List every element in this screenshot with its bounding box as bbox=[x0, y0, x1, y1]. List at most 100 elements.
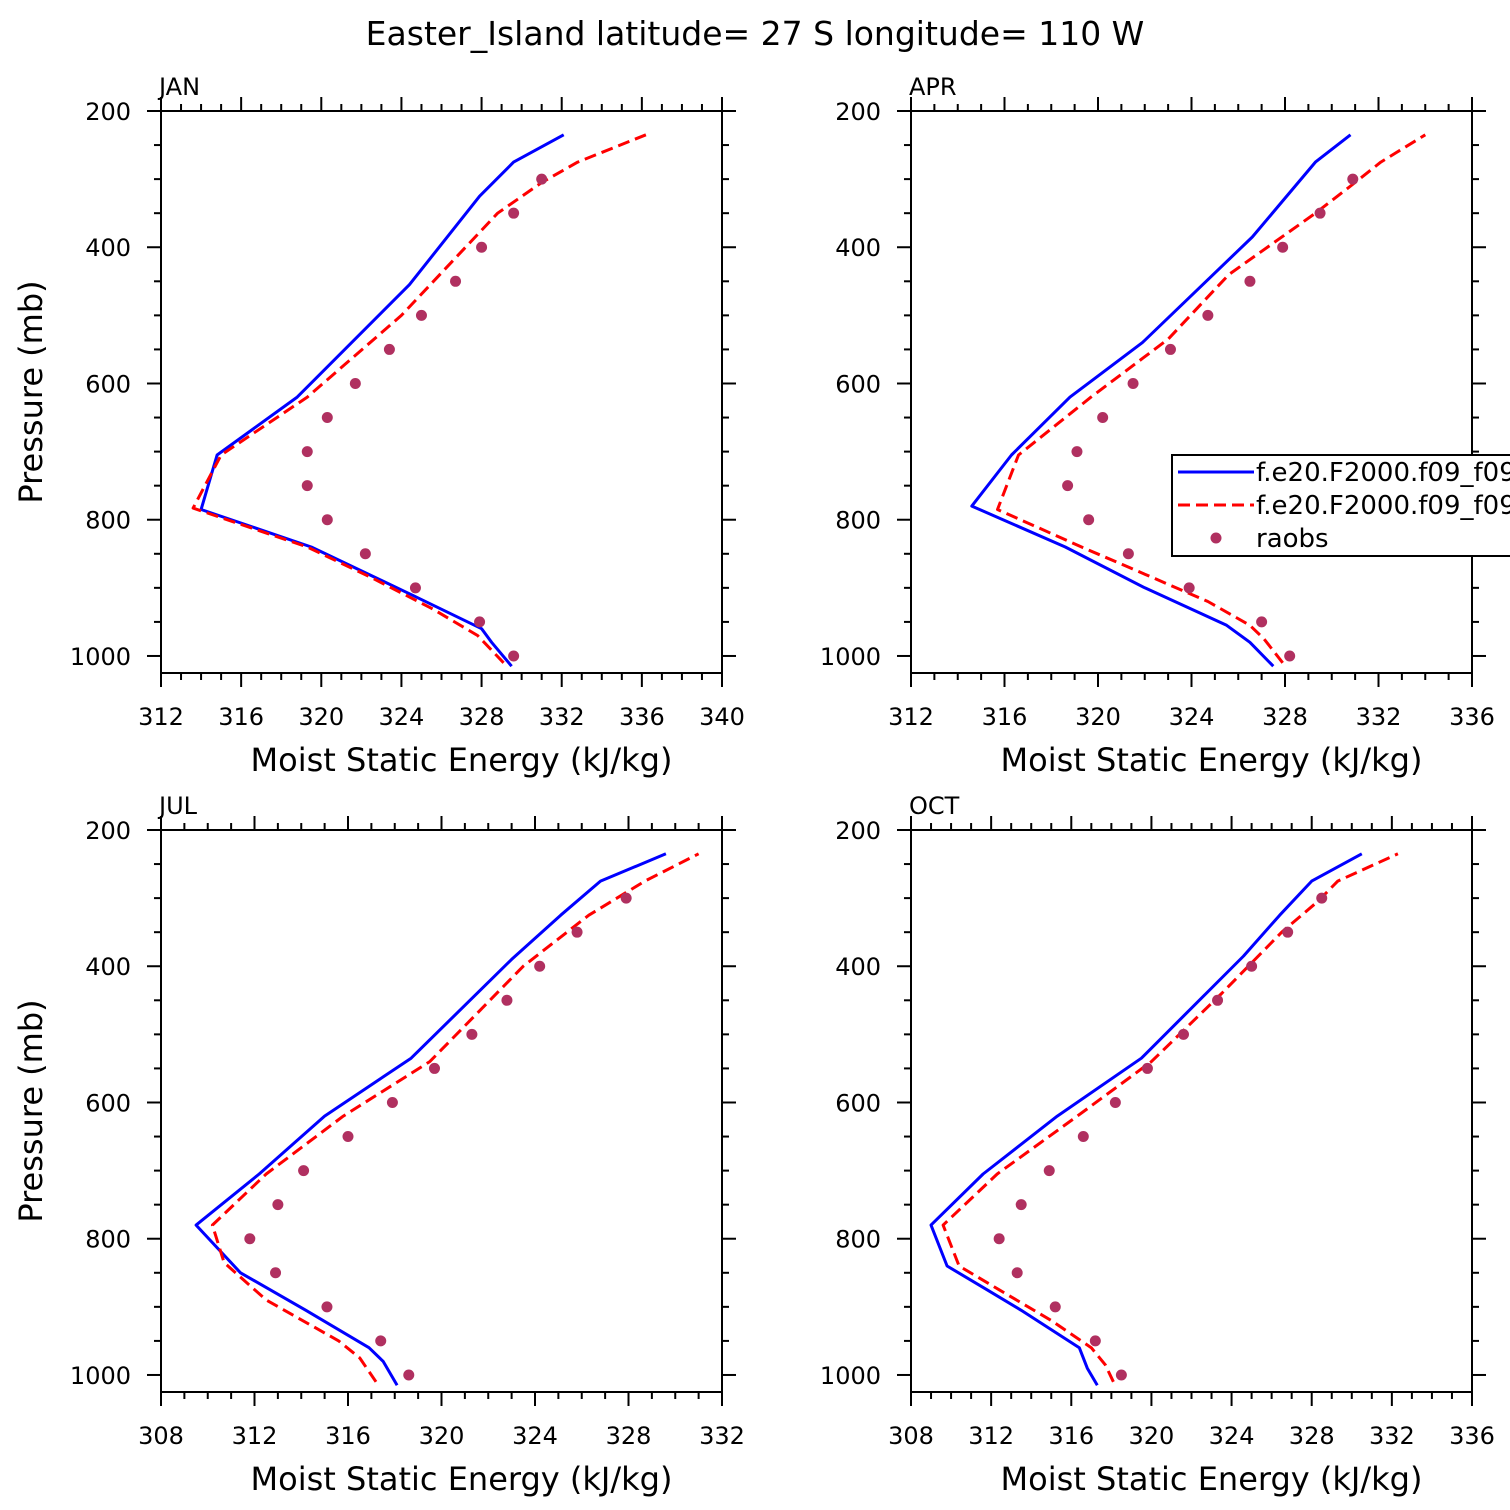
raobs-point bbox=[1011, 1267, 1023, 1279]
x-tick-label: 312 bbox=[888, 703, 934, 731]
raobs-point bbox=[375, 1335, 387, 1347]
y-tick-label: 800 bbox=[835, 1226, 881, 1254]
series-line-model-1 bbox=[970, 133, 1352, 668]
series-line-model-1 bbox=[199, 133, 565, 668]
raobs-point bbox=[428, 1062, 440, 1074]
series-group bbox=[970, 133, 1427, 668]
raobs-point bbox=[1183, 582, 1195, 594]
series-line-model-2 bbox=[996, 133, 1427, 664]
x-tick-label: 316 bbox=[325, 1422, 371, 1450]
raobs-point bbox=[1244, 275, 1256, 287]
raobs-point bbox=[508, 650, 520, 662]
raobs-point bbox=[415, 309, 427, 321]
x-tick-label: 328 bbox=[1289, 1422, 1335, 1450]
x-tick-label: 332 bbox=[699, 1422, 745, 1450]
raobs-point bbox=[386, 1096, 398, 1108]
y-tick-label: 1000 bbox=[820, 643, 881, 671]
raobs-point bbox=[1083, 514, 1095, 526]
raobs-point bbox=[476, 241, 488, 253]
x-axis-label: Moist Static Energy (kJ/kg) bbox=[251, 1460, 673, 1498]
x-tick-label: 312 bbox=[138, 703, 184, 731]
figure-title: Easter_Island latitude= 27 S longitude= … bbox=[366, 14, 1145, 53]
x-tick-label: 324 bbox=[379, 703, 425, 731]
raobs-point bbox=[403, 1369, 415, 1381]
raobs-point bbox=[1015, 1199, 1027, 1211]
raobs-point bbox=[272, 1199, 284, 1211]
y-tick-label: 800 bbox=[85, 507, 131, 535]
series-line-model-2 bbox=[941, 852, 1399, 1383]
raobs-point bbox=[359, 548, 371, 560]
panel-title: OCT bbox=[909, 792, 960, 820]
plot-frame bbox=[910, 829, 1473, 1393]
x-axis-label: Moist Static Energy (kJ/kg) bbox=[1001, 741, 1423, 779]
raobs-point bbox=[620, 892, 632, 904]
raobs-point bbox=[534, 960, 546, 972]
series-line-model-1 bbox=[929, 852, 1363, 1386]
x-tick-label: 308 bbox=[138, 1422, 184, 1450]
legend-label: raobs bbox=[1256, 524, 1329, 554]
y-tick-label: 1000 bbox=[820, 1362, 881, 1390]
y-tick-label: 600 bbox=[835, 1089, 881, 1117]
raobs-point bbox=[349, 377, 361, 389]
panel-title: JUL bbox=[157, 792, 198, 820]
raobs-point bbox=[1284, 650, 1296, 662]
raobs-point bbox=[1077, 1131, 1089, 1143]
raobs-point bbox=[1071, 446, 1083, 458]
x-tick-label: 336 bbox=[1449, 703, 1495, 731]
x-tick-label: 332 bbox=[1369, 1422, 1415, 1450]
raobs-point bbox=[1127, 377, 1139, 389]
y-tick-label: 400 bbox=[85, 953, 131, 981]
legend: f.e20.F2000.f09_f09f.e20.F2000.f09_f09ra… bbox=[1171, 454, 1510, 557]
raobs-point bbox=[244, 1233, 256, 1245]
x-tick-label: 312 bbox=[968, 1422, 1014, 1450]
panel-jul: JUL 308 312 316 320 324 328 332 200 400 600 800 1000… bbox=[12, 792, 745, 1498]
plot-frame bbox=[160, 110, 723, 674]
y-axis-label: Pressure (mb) bbox=[12, 999, 50, 1222]
y-tick-label: 400 bbox=[835, 953, 881, 981]
series-group bbox=[929, 852, 1399, 1386]
x-tick-label: 336 bbox=[1449, 1422, 1495, 1450]
raobs-point bbox=[1043, 1165, 1055, 1177]
x-tick-label: 336 bbox=[619, 703, 665, 731]
raobs-point bbox=[1122, 548, 1134, 560]
y-tick-label: 200 bbox=[85, 817, 131, 845]
raobs-point bbox=[1212, 994, 1224, 1006]
raobs-point bbox=[409, 582, 421, 594]
y-tick-label: 200 bbox=[835, 817, 881, 845]
legend-label: f.e20.F2000.f09_f09 bbox=[1256, 458, 1510, 488]
raobs-point bbox=[1202, 309, 1214, 321]
x-tick-label: 340 bbox=[699, 703, 745, 731]
raobs-point bbox=[1164, 343, 1176, 355]
raobs-point bbox=[1282, 926, 1294, 938]
y-tick-label: 800 bbox=[85, 1226, 131, 1254]
y-tick-label: 1000 bbox=[70, 1362, 131, 1390]
raobs-point bbox=[1256, 616, 1268, 628]
raobs-point bbox=[321, 514, 333, 526]
raobs-point bbox=[270, 1267, 282, 1279]
x-tick-label: 320 bbox=[298, 703, 344, 731]
x-axis-label: Moist Static Energy (kJ/kg) bbox=[1001, 1460, 1423, 1498]
x-tick-label: 332 bbox=[1356, 703, 1402, 731]
raobs-point bbox=[450, 275, 462, 287]
y-tick-label: 600 bbox=[835, 370, 881, 398]
raobs-point bbox=[1049, 1301, 1061, 1313]
y-tick-label: 600 bbox=[85, 1089, 131, 1117]
raobs-point bbox=[298, 1165, 310, 1177]
x-tick-label: 316 bbox=[218, 703, 264, 731]
x-tick-label: 316 bbox=[982, 703, 1028, 731]
x-tick-label: 308 bbox=[888, 1422, 934, 1450]
raobs-point bbox=[301, 480, 313, 492]
raobs-point bbox=[321, 1301, 333, 1313]
x-axis-label: Moist Static Energy (kJ/kg) bbox=[251, 741, 673, 779]
raobs-point bbox=[1347, 173, 1359, 185]
raobs-point bbox=[342, 1131, 354, 1143]
panel-oct: OCT 308 312 316 320 324 328 332 336 200 400 600 800 1… bbox=[820, 792, 1495, 1498]
panel-apr: APR 312 316 320 324 328 332 336 200 400 600 800 1000… bbox=[820, 73, 1510, 779]
series-group bbox=[191, 133, 647, 668]
y-tick-label: 200 bbox=[835, 98, 881, 126]
raobs-point bbox=[536, 173, 548, 185]
x-tick-label: 328 bbox=[1262, 703, 1308, 731]
raobs-point bbox=[301, 446, 313, 458]
raobs-point bbox=[1314, 207, 1326, 219]
